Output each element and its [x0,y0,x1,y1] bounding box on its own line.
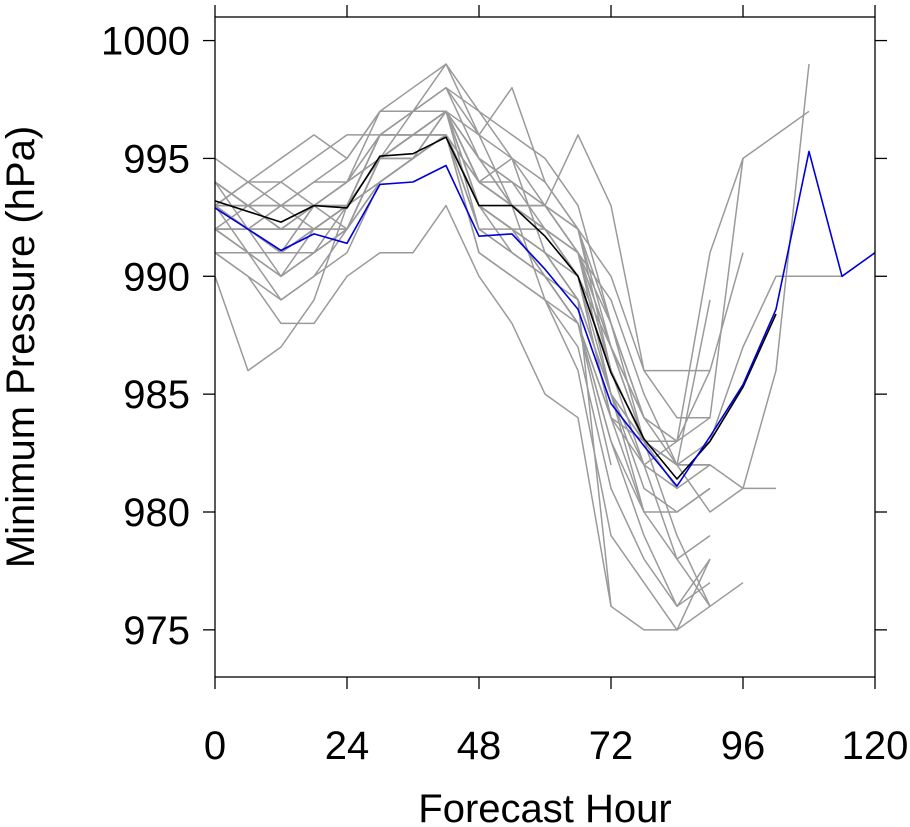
x-tick-label: 96 [721,724,766,768]
ensemble-member-line [214,134,711,608]
ensemble-member-line [214,134,710,466]
y-axis-title: Minimum Pressure (hPa) [0,126,43,568]
series-layer [214,63,876,631]
x-tick-label: 48 [457,724,502,768]
ensemble-member-line [214,86,744,608]
ensemble-member-line [214,110,711,608]
y-tick-label: 980 [123,491,190,535]
x-tick-label: 72 [589,724,634,768]
y-tick-label: 975 [123,609,190,653]
x-tick-label: 120 [842,724,909,768]
y-tick-label: 985 [123,373,190,417]
y-tick-label: 990 [123,255,190,299]
plot-frame [214,16,876,678]
ensemble-member-line [214,110,711,607]
x-tick-label: 0 [204,724,226,768]
ensemble-member-line [214,134,645,419]
ensemble-member-line [214,110,678,466]
ensemble-member-line [214,134,710,419]
ensemble-member-line [214,134,842,466]
ensemble-member-line [214,63,612,607]
x-tick-label: 24 [325,724,370,768]
ensemble-member-line [214,110,711,513]
ensemble-member-line [215,134,744,466]
highlight-line [214,150,876,487]
ensemble-member-line [215,134,612,466]
ensemble-member-line [214,86,776,490]
tick-layer [203,5,887,689]
ensemble-mean-line [214,136,777,480]
ensemble-member-line [214,64,810,513]
y-tick-label: 1000 [101,20,190,64]
ensemble-member-line [214,204,711,631]
label-layer: 0 24 48 72 96 120 975 980 985 990 995 1000 [101,20,908,768]
ensemble-member-line [214,86,710,466]
x-axis-title: Forecast Hour [418,787,671,827]
y-tick-label: 995 [123,137,190,181]
